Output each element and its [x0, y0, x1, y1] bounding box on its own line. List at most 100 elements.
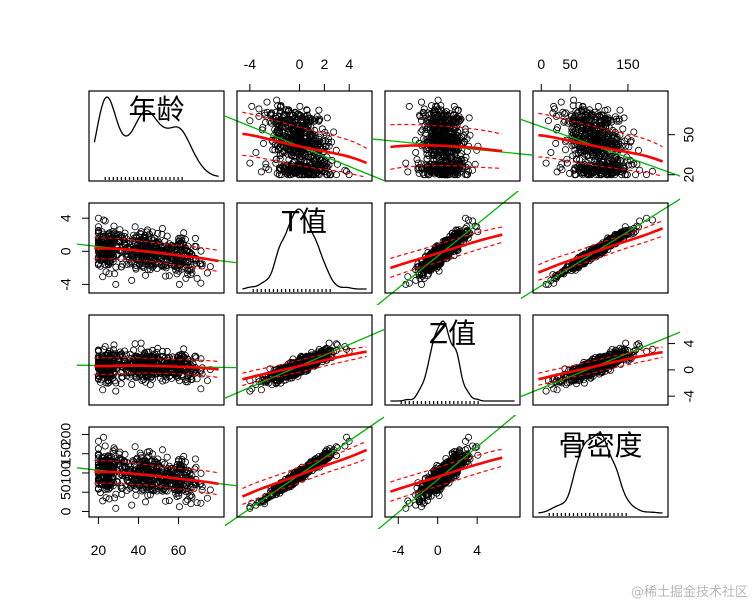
data-point	[427, 102, 435, 110]
panel-border	[384, 202, 521, 294]
data-point	[576, 156, 584, 164]
data-point	[592, 116, 600, 124]
data-point	[444, 115, 452, 123]
data-point	[259, 139, 267, 147]
data-point	[580, 106, 588, 114]
data-point	[571, 146, 579, 154]
data-point	[313, 169, 321, 177]
data-point	[418, 126, 426, 134]
spread-upper-line	[538, 220, 663, 266]
data-point	[184, 270, 192, 278]
data-point	[110, 238, 118, 246]
data-point	[101, 217, 109, 225]
data-point	[643, 171, 651, 179]
data-point	[117, 254, 125, 262]
data-point	[176, 240, 184, 248]
data-point	[461, 128, 469, 136]
data-point	[443, 169, 451, 177]
data-point	[111, 351, 119, 359]
data-point	[322, 171, 330, 179]
data-point	[596, 131, 604, 139]
data-point	[324, 138, 332, 146]
panel-0-2	[373, 96, 532, 179]
data-point	[325, 142, 333, 150]
data-point	[419, 113, 427, 121]
data-point	[416, 274, 424, 282]
data-point	[345, 171, 353, 179]
data-point	[311, 131, 319, 139]
linear-fit-line	[376, 191, 520, 305]
data-point	[271, 146, 279, 154]
data-point	[123, 372, 131, 380]
data-point	[565, 117, 573, 125]
data-point	[98, 228, 106, 236]
data-point	[260, 109, 268, 117]
data-point	[542, 159, 550, 167]
data-point	[137, 339, 145, 347]
data-point	[602, 171, 610, 179]
data-point	[592, 171, 600, 179]
data-point	[248, 385, 256, 393]
data-point	[425, 270, 433, 278]
data-point	[283, 145, 291, 153]
data-point	[322, 143, 330, 151]
data-point	[325, 339, 333, 347]
data-point	[459, 162, 467, 170]
data-point	[428, 129, 436, 137]
data-point	[463, 227, 471, 235]
data-point	[131, 223, 139, 231]
panel-border	[88, 314, 225, 406]
data-point	[203, 269, 211, 277]
data-point	[128, 258, 136, 266]
data-point	[455, 160, 463, 168]
data-point	[120, 236, 128, 244]
panel-1-2	[376, 191, 520, 305]
data-point	[290, 168, 298, 176]
data-point	[130, 238, 138, 246]
data-point	[570, 96, 578, 104]
data-point	[616, 106, 624, 114]
data-point	[94, 229, 102, 237]
data-point	[268, 381, 276, 389]
data-point	[284, 108, 292, 116]
data-point	[411, 136, 419, 144]
data-point	[418, 272, 426, 280]
data-point	[98, 364, 106, 372]
data-point	[157, 260, 165, 268]
data-point	[153, 348, 161, 356]
data-point	[146, 381, 154, 389]
data-point	[98, 249, 106, 257]
data-point	[148, 253, 156, 261]
data-point	[603, 237, 611, 245]
data-point	[272, 380, 280, 388]
data-point	[599, 126, 607, 134]
data-point	[605, 164, 613, 172]
data-point	[325, 161, 333, 169]
data-point	[311, 115, 319, 123]
data-point	[437, 148, 445, 156]
smooth-line	[94, 364, 219, 371]
data-point	[557, 98, 565, 106]
data-point	[586, 133, 594, 141]
data-point	[128, 380, 136, 388]
data-point	[259, 124, 267, 132]
spread-upper-line	[538, 112, 663, 148]
data-point	[128, 368, 136, 376]
data-point	[573, 120, 581, 128]
data-point	[172, 368, 180, 376]
data-point	[175, 377, 183, 385]
data-point	[453, 131, 461, 139]
data-point	[255, 112, 263, 120]
data-point	[451, 166, 459, 174]
data-point	[187, 266, 195, 274]
data-point	[601, 161, 609, 169]
data-point	[611, 128, 619, 136]
data-point	[417, 280, 425, 288]
data-point	[452, 138, 460, 146]
data-point	[293, 169, 301, 177]
data-point	[464, 234, 472, 242]
data-point	[143, 252, 151, 260]
variable-label: T值	[281, 205, 327, 238]
data-point	[143, 228, 151, 236]
data-point	[106, 259, 114, 267]
